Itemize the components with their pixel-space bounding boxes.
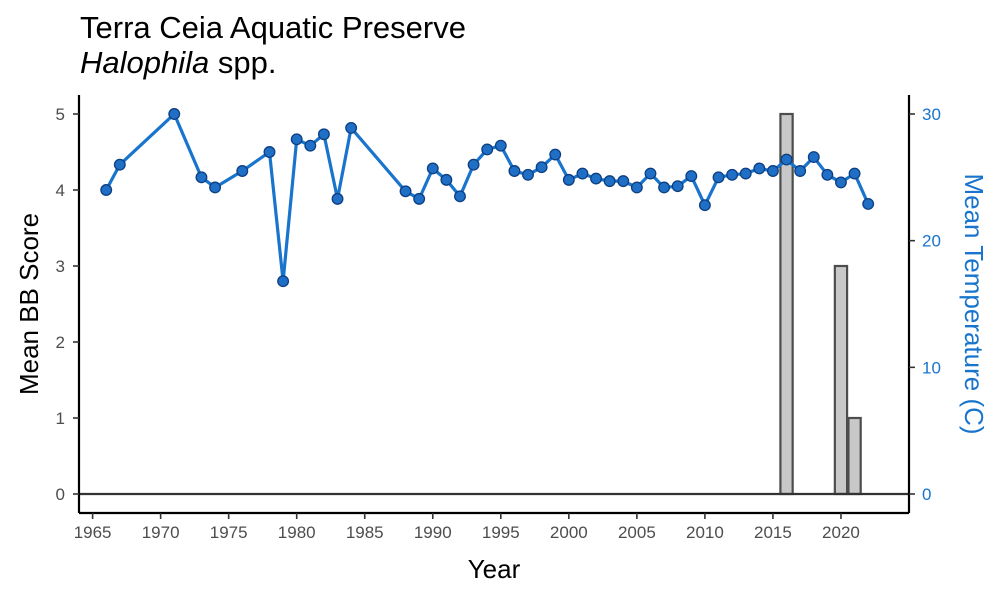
- temperature-point-1992: [454, 190, 466, 203]
- temperature-point-2014: [753, 162, 766, 175]
- temperature-point-1979: [277, 275, 290, 288]
- temperature-point-1997: [522, 168, 534, 181]
- temperature-point-2005: [630, 181, 643, 194]
- temperature-point-1976: [236, 165, 249, 177]
- temperature-point-1982: [317, 128, 330, 141]
- chart-title-suffix: spp.: [209, 45, 277, 80]
- temperature-point-2004: [617, 175, 630, 188]
- temperature-point-2012: [726, 168, 739, 181]
- chart-title-species: Halophila: [80, 45, 210, 80]
- x-tick-label-1995: 1995: [482, 523, 520, 542]
- temperature-point-1983: [331, 192, 344, 205]
- axes-layer: 1965 1970 1975 1980 1985 1990 1995 2000 2005 2010…: [56, 95, 941, 542]
- y-axis-right-title: Mean Temperature (C): [959, 173, 989, 434]
- temperature-point-1973: [195, 171, 208, 184]
- temperature-point-1967: [113, 158, 126, 171]
- temperature-point-2000: [562, 173, 575, 186]
- temperature-point-2009: [685, 170, 698, 183]
- y-right-tick-label-10: 10: [922, 358, 941, 377]
- y-right-tick-label-20: 20: [922, 232, 941, 251]
- y-axis-left-title: Mean BB Score: [14, 213, 44, 395]
- temperature-point-1966: [100, 184, 113, 196]
- temperature-point-1994: [481, 143, 494, 156]
- x-tick-label-1965: 1965: [74, 523, 112, 542]
- y-left-tick-label-4: 4: [56, 181, 65, 200]
- x-tick-label-2000: 2000: [550, 523, 588, 542]
- temperature-point-2003: [603, 175, 616, 188]
- y-right-tick-label-30: 30: [922, 105, 941, 124]
- temperature-point-2008: [671, 180, 684, 193]
- temperature-line: [104, 112, 870, 283]
- x-tick-label-1985: 1985: [346, 523, 384, 542]
- x-axis-title: Year: [468, 554, 521, 584]
- temperature-point-2011: [712, 171, 725, 184]
- x-tick-label-2005: 2005: [618, 523, 656, 542]
- temperature-point-2021: [848, 167, 861, 180]
- temperature-point-1974: [209, 181, 222, 194]
- temperature-point-1984: [345, 121, 358, 134]
- temperature-point-2019: [821, 168, 834, 181]
- temperature-point-2002: [590, 172, 602, 185]
- temperature-point-2016: [780, 153, 793, 166]
- temperature-point-1971: [168, 108, 181, 120]
- x-tick-label-2015: 2015: [754, 523, 792, 542]
- temperature-point-1989: [413, 192, 426, 205]
- bar-2016: [779, 112, 794, 496]
- temperature-point-1996: [508, 165, 521, 177]
- temperature-point-1978: [263, 146, 276, 158]
- temperature-point-1988: [399, 185, 412, 198]
- temperature-point-2020: [835, 176, 847, 189]
- x-tick-label-2020: 2020: [822, 523, 860, 542]
- temperature-point-1995: [494, 139, 507, 152]
- temperature-point-1998: [535, 161, 548, 174]
- temperature-point-2013: [739, 167, 752, 180]
- temperature-point-1981: [304, 139, 317, 152]
- y-left-tick-label-3: 3: [56, 257, 65, 276]
- temperature-point-2022: [862, 197, 875, 210]
- y-left-tick-label-2: 2: [56, 333, 65, 352]
- x-tick-label-1975: 1975: [210, 523, 248, 542]
- temperature-point-2006: [644, 167, 657, 180]
- temperature-point-1991: [440, 173, 453, 186]
- temperature-point-2007: [658, 181, 671, 194]
- chart-title-line2: Halophila spp.: [80, 46, 276, 80]
- temperature-point-1980: [290, 133, 303, 146]
- x-tick-label-2010: 2010: [686, 523, 724, 542]
- y-left-tick-label-1: 1: [56, 409, 65, 428]
- temperature-point-1993: [467, 158, 480, 171]
- temperature-line-layer: [100, 108, 875, 288]
- y-left-tick-label-5: 5: [56, 105, 65, 124]
- bar-2021: [847, 416, 862, 496]
- y-left-tick-label-0: 0: [56, 485, 65, 504]
- temperature-point-1999: [549, 148, 562, 161]
- x-tick-label-1980: 1980: [278, 523, 316, 542]
- chart-title-line1: Terra Ceia Aquatic Preserve: [80, 10, 466, 45]
- temperature-point-2010: [698, 199, 711, 212]
- temperature-point-2018: [807, 151, 820, 164]
- temperature-point-2017: [794, 165, 807, 177]
- x-tick-label-1990: 1990: [414, 523, 452, 542]
- y-right-tick-label-0: 0: [922, 485, 931, 504]
- temperature-point-2001: [576, 167, 589, 180]
- temperature-point-2015: [766, 165, 779, 177]
- bars-layer: [779, 112, 862, 496]
- temperature-point-1990: [426, 162, 439, 175]
- x-tick-label-1970: 1970: [142, 523, 180, 542]
- bar-2020: [833, 264, 849, 496]
